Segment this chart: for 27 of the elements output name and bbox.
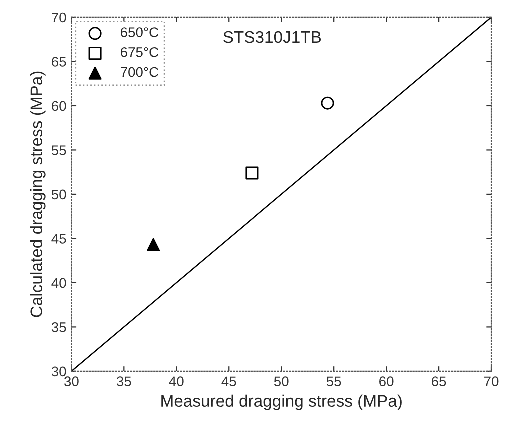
x-tick-label: 60 <box>380 376 394 387</box>
annotation: STS310J1TB <box>224 31 322 44</box>
y-tick-label: 30 <box>52 366 66 377</box>
point <box>147 238 160 252</box>
x-axis-title: Measured dragging stress (MPa) <box>162 394 402 410</box>
point <box>321 96 334 110</box>
y-tick-label: 65 <box>52 57 66 67</box>
y-tick-label: 55 <box>52 146 66 156</box>
x-tick-label: 45 <box>222 376 236 387</box>
y-tick-label: 50 <box>52 190 66 200</box>
legend-label: 700°C <box>121 67 159 78</box>
x-tick-label: 40 <box>169 376 184 387</box>
x-tick-label: 65 <box>432 376 446 387</box>
legend-label: 675°C <box>120 47 159 58</box>
legend-label: 650°C <box>120 28 159 38</box>
y-tick-label: 60 <box>52 101 66 112</box>
x-tick-label: 30 <box>64 376 79 387</box>
y-tick-label: 70 <box>52 12 66 23</box>
point <box>246 166 259 180</box>
x-tick-label: 55 <box>326 376 342 387</box>
y-tick-label: 40 <box>52 278 66 288</box>
y-axis-title: Calculated dragging stress (MPa) <box>30 72 46 318</box>
x-tick-label: 50 <box>274 376 289 387</box>
y-tick-label: 45 <box>52 234 66 244</box>
x-tick-label: 70 <box>484 376 499 387</box>
y-tick-label: 35 <box>52 322 66 332</box>
x-tick-label: 35 <box>116 376 132 387</box>
